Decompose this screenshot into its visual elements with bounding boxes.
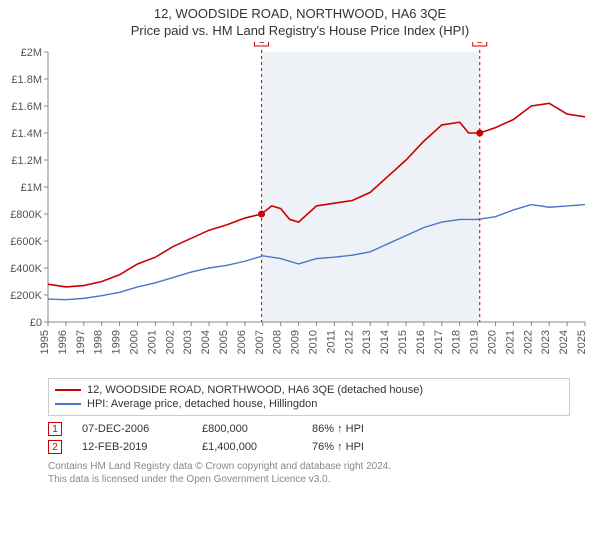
x-tick-label: 1998	[93, 330, 105, 354]
y-tick-label: £2M	[21, 47, 42, 59]
y-tick-label: £1.2M	[11, 155, 42, 167]
x-tick-label: 2025	[576, 330, 588, 354]
x-tick-label: 2019	[469, 330, 481, 354]
legend-swatch	[55, 403, 81, 405]
sale-marker-index: 2	[477, 42, 483, 46]
sale-row-pct: 86% ↑ HPI	[312, 423, 402, 435]
y-tick-label: £1.8M	[11, 74, 42, 86]
x-tick-label: 1995	[39, 330, 51, 354]
legend-label: 12, WOODSIDE ROAD, NORTHWOOD, HA6 3QE (d…	[87, 384, 423, 396]
x-tick-label: 2013	[361, 330, 373, 354]
x-tick-label: 2020	[487, 330, 499, 354]
x-tick-label: 2024	[558, 330, 570, 354]
sale-row-price: £800,000	[202, 423, 292, 435]
x-tick-label: 2003	[182, 330, 194, 354]
x-tick-label: 2022	[522, 330, 534, 354]
x-tick-label: 2004	[200, 330, 212, 354]
x-tick-label: 2010	[308, 330, 320, 354]
x-tick-label: 2014	[379, 330, 391, 354]
x-tick-label: 2015	[397, 330, 409, 354]
x-tick-label: 2006	[236, 330, 248, 354]
sale-marker-dot	[258, 211, 265, 218]
y-tick-label: £0	[30, 317, 42, 329]
x-tick-label: 2021	[504, 330, 516, 354]
y-tick-label: £1.4M	[11, 128, 42, 140]
y-tick-label: £1M	[21, 182, 42, 194]
y-tick-label: £600K	[10, 236, 42, 248]
y-tick-label: £1.6M	[11, 101, 42, 113]
legend: 12, WOODSIDE ROAD, NORTHWOOD, HA6 3QE (d…	[48, 378, 570, 416]
x-tick-label: 2023	[540, 330, 552, 354]
legend-label: HPI: Average price, detached house, Hill…	[87, 398, 317, 410]
x-tick-label: 2009	[290, 330, 302, 354]
y-tick-label: £400K	[10, 263, 42, 275]
chart-title: 12, WOODSIDE ROAD, NORTHWOOD, HA6 3QE	[0, 6, 600, 21]
sale-row: 2 12-FEB-2019 £1,400,000 76% ↑ HPI	[48, 438, 570, 456]
chart-container: 12, WOODSIDE ROAD, NORTHWOOD, HA6 3QE Pr…	[0, 0, 600, 486]
footnote-line: Contains HM Land Registry data © Crown c…	[48, 460, 570, 473]
x-tick-label: 2001	[146, 330, 158, 354]
x-tick-label: 2011	[325, 330, 337, 354]
shaded-band	[262, 52, 480, 322]
y-tick-label: £800K	[10, 209, 42, 221]
sales-table: 1 07-DEC-2006 £800,000 86% ↑ HPI 2 12-FEB-201…	[48, 420, 570, 456]
x-tick-label: 1999	[111, 330, 123, 354]
chart-plot: £0 £200K £400K £600K £800K £1M £1.2M £1.4M £1.6M…	[0, 42, 600, 372]
x-tick-label: 1997	[75, 330, 87, 354]
sale-row-date: 07-DEC-2006	[82, 423, 182, 435]
x-tick-label: 1996	[57, 330, 69, 354]
chart-subtitle: Price paid vs. HM Land Registry's House …	[0, 23, 600, 38]
x-tick-label: 2000	[129, 330, 141, 354]
footnote-line: This data is licensed under the Open Gov…	[48, 473, 570, 486]
sale-row-price: £1,400,000	[202, 441, 292, 453]
legend-row: HPI: Average price, detached house, Hill…	[55, 397, 563, 411]
legend-row: 12, WOODSIDE ROAD, NORTHWOOD, HA6 3QE (d…	[55, 383, 563, 397]
sale-row-marker: 2	[48, 440, 62, 454]
footnote: Contains HM Land Registry data © Crown c…	[48, 460, 570, 486]
x-tick-label: 2016	[415, 330, 427, 354]
x-tick-label: 2018	[451, 330, 463, 354]
legend-swatch	[55, 389, 81, 391]
sale-row-pct: 76% ↑ HPI	[312, 441, 402, 453]
sale-marker-index: 1	[259, 42, 265, 46]
x-tick-label: 2005	[218, 330, 230, 354]
x-tick-label: 2012	[343, 330, 355, 354]
sale-row-marker: 1	[48, 422, 62, 436]
x-tick-label: 2007	[254, 330, 266, 354]
y-tick-label: £200K	[10, 290, 42, 302]
x-tick-label: 2008	[272, 330, 284, 354]
sale-marker-dot	[476, 130, 483, 137]
title-block: 12, WOODSIDE ROAD, NORTHWOOD, HA6 3QE Pr…	[0, 0, 600, 42]
sale-row: 1 07-DEC-2006 £800,000 86% ↑ HPI	[48, 420, 570, 438]
chart-svg: £0 £200K £400K £600K £800K £1M £1.2M £1.4M £1.6M…	[0, 42, 600, 372]
x-tick-label: 2017	[433, 330, 445, 354]
x-tick-label: 2002	[164, 330, 176, 354]
sale-row-date: 12-FEB-2019	[82, 441, 182, 453]
